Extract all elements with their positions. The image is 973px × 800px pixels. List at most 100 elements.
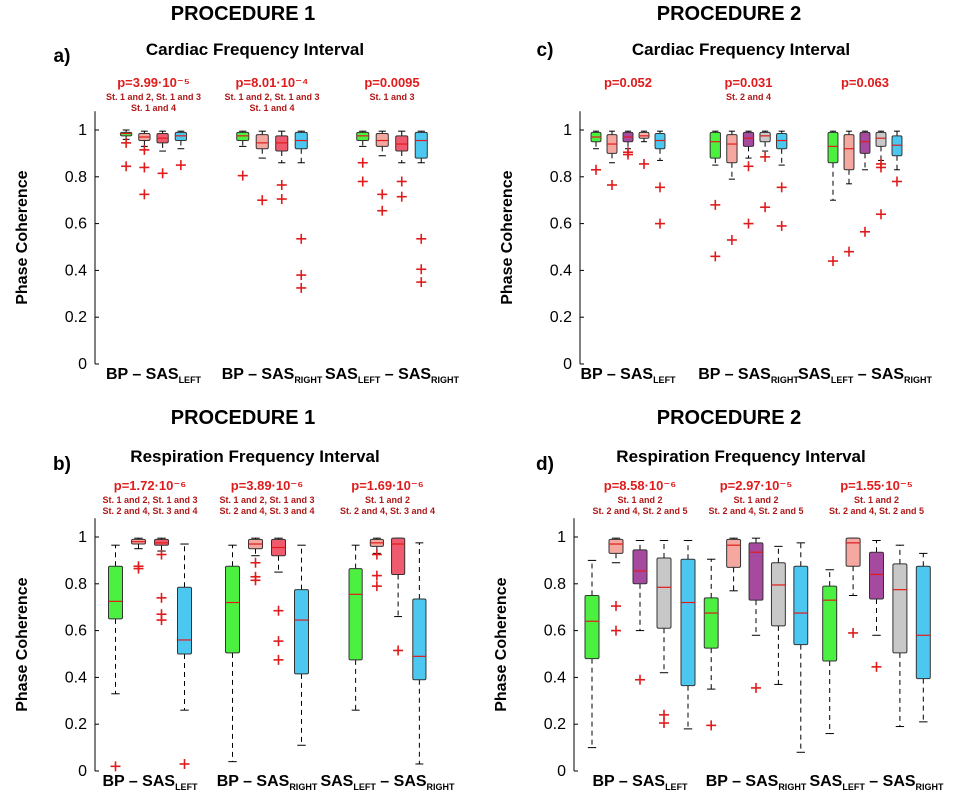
box-plot <box>793 542 809 753</box>
box-iqr <box>414 131 428 159</box>
outlier-marker <box>273 605 284 616</box>
outlier-marker <box>416 233 427 244</box>
group-label: BP – SASLEFT <box>592 773 688 792</box>
box-iqr <box>726 538 742 568</box>
box-group: p=0.052 BP – SASLEFT <box>580 75 676 385</box>
box-iqr <box>584 595 600 660</box>
outlier-marker <box>357 157 368 168</box>
box-plot <box>892 544 908 728</box>
chart-panel-d: PROCEDURE 2 Respiration Frequency Interva… <box>493 407 944 792</box>
box-plot <box>590 130 602 175</box>
box-iqr <box>391 537 406 575</box>
box-iqr <box>709 131 721 159</box>
box-plot <box>742 130 755 229</box>
box-plot <box>356 130 370 187</box>
box-iqr <box>869 551 884 600</box>
box-plot <box>154 537 169 626</box>
y-tick-label: 0.2 <box>65 309 87 326</box>
box-group: p=1.55·10⁻⁵ St. 1 and 2St. 2 and 4, St. 2… <box>809 478 944 792</box>
box-plot <box>703 558 719 731</box>
box-plot <box>174 130 188 171</box>
box-plot <box>859 130 871 237</box>
chart-panel-c: PROCEDURE 2 Cardiac Frequency Interval c) 0… <box>499 3 933 385</box>
group-label: BP – SASRIGHT <box>706 773 807 792</box>
box-iqr <box>108 565 123 620</box>
outlier-marker <box>276 179 287 190</box>
group-label: SASLEFT – SASRIGHT <box>798 366 933 385</box>
box-group: p=3.99·10⁻⁵ St. 1 and 2, St. 1 and 3St. 1… <box>106 75 202 385</box>
box-plot <box>875 130 887 220</box>
box-group: p=0.063 SASLEFT – SASRIGHT <box>798 75 933 385</box>
box-iqr <box>177 586 192 655</box>
chart-panel-b: PROCEDURE 1 Respiration Frequency Interva… <box>14 407 455 792</box>
y-axis-label: Phase Coherence <box>493 577 510 711</box>
chart-title: Respiration Frequency Interval <box>616 447 865 466</box>
outlier-marker <box>296 270 307 281</box>
box-plot <box>843 130 855 257</box>
comparison-label: St. 2 and 4, St. 3 and 4 <box>219 506 314 516</box>
p-value: p=8.01·10⁻⁴ <box>236 75 309 90</box>
y-tick-label: 0.6 <box>550 216 572 233</box>
box-plot <box>622 130 634 160</box>
box-plot <box>414 130 428 288</box>
box-plot <box>632 540 648 685</box>
panel-letter: c) <box>537 40 554 61</box>
outlier-marker <box>273 636 284 647</box>
outlier-marker <box>250 575 261 586</box>
chart-title: Respiration Frequency Interval <box>130 447 379 466</box>
comparison-label: St. 1 and 2 <box>365 495 410 505</box>
outlier-marker <box>776 220 787 231</box>
box-iqr <box>703 597 719 649</box>
panel-letter: d) <box>536 454 554 475</box>
box-plot <box>348 544 363 711</box>
comparison-label: St. 2 and 4, St. 3 and 4 <box>340 506 435 516</box>
p-value: p=0.063 <box>841 75 889 90</box>
box-plot <box>294 544 309 746</box>
group-label: SASLEFT – SASRIGHT <box>320 773 455 792</box>
y-axis-label: Phase Coherence <box>499 170 516 304</box>
box-plot <box>770 545 786 685</box>
box-iqr <box>759 131 771 143</box>
box-iqr <box>412 598 427 681</box>
outlier-marker <box>237 170 248 181</box>
y-tick-label: 1 <box>78 122 87 139</box>
chart-title: Cardiac Frequency Interval <box>632 40 850 59</box>
y-tick-label: 0.6 <box>65 216 87 233</box>
box-iqr <box>680 558 696 687</box>
y-tick-label: 0.8 <box>544 576 566 593</box>
box-plot <box>271 537 286 665</box>
box-plot <box>294 130 308 293</box>
box-group: p=0.031 St. 2 and 4 BP – SASRIGHT <box>698 75 799 385</box>
y-tick-label: 0.4 <box>65 262 87 279</box>
comparison-label: St. 2 and 4, St. 2 and 5 <box>592 506 687 516</box>
outlier-marker <box>751 682 761 693</box>
group-label: BP – SASRIGHT <box>222 366 323 385</box>
group-label: BP – SASRIGHT <box>698 366 799 385</box>
box-plot <box>131 537 146 574</box>
comparison-label: St. 2 and 4 <box>726 92 771 102</box>
outlier-marker <box>371 549 382 560</box>
box-plot <box>225 544 240 763</box>
y-tick-label: 1 <box>563 122 572 139</box>
box-plot <box>108 544 123 772</box>
comparison-label: St. 1 and 2, St. 1 and 3 <box>219 495 314 505</box>
group-label: BP – SASRIGHT <box>217 773 318 792</box>
outlier-marker <box>639 158 649 169</box>
box-group: p=1.72·10⁻⁶ St. 1 and 2, St. 1 and 3St. 2… <box>102 478 198 792</box>
box-plot <box>412 542 427 765</box>
procedure-title: PROCEDURE 1 <box>171 3 315 25</box>
chart-title: Cardiac Frequency Interval <box>146 40 364 59</box>
box-plot <box>391 537 406 656</box>
y-tick-label: 0 <box>78 356 87 373</box>
comparison-label: St. 1 and 4 <box>131 103 176 113</box>
procedure-title: PROCEDURE 2 <box>657 407 801 429</box>
outlier-marker <box>876 162 886 173</box>
box-plot <box>138 130 151 200</box>
outlier-marker <box>416 264 427 275</box>
box-plot <box>869 540 884 672</box>
comparison-label: St. 1 and 2 <box>617 495 662 505</box>
p-value: p=0.0095 <box>364 75 419 90</box>
outlier-marker <box>611 625 621 636</box>
outlier-marker <box>743 218 754 229</box>
